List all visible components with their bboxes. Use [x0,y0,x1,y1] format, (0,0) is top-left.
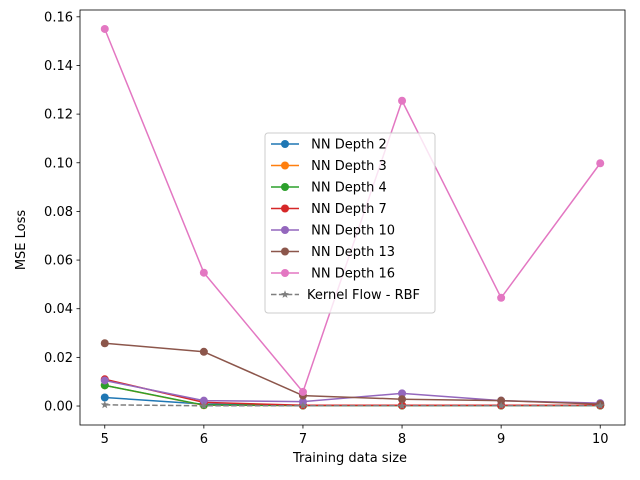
legend-box [264,132,436,314]
data-point-4-3 [398,389,407,398]
legend-marker-5 [281,247,289,256]
x-tick-label-5: 10 [592,432,609,447]
data-point-7-3 [398,401,407,410]
data-point-7-0 [100,400,109,409]
legend-marker-2 [281,183,289,191]
data-point-5-0 [100,339,109,348]
data-point-5-1 [199,347,208,356]
data-point-7-4 [497,401,506,410]
y-tick-label-4: 0.08 [44,205,73,220]
y-tick-label-0: 0.00 [44,400,73,415]
x-tick-label-0: 5 [101,432,109,447]
data-point-7-5 [596,401,605,410]
x-tick-label-1: 6 [200,432,208,447]
legend-label-3: NN Depth 7 [307,202,387,217]
x-tick-label-3: 8 [398,432,406,447]
x-tick-label-2: 7 [299,432,307,447]
series-lines [100,24,605,410]
data-point-6-0 [100,24,109,33]
y-tick-label-5: 0.10 [44,156,73,171]
y-tick-label-6: 0.12 [44,108,73,123]
y-tick-label-7: 0.14 [44,59,73,74]
x-tick-label-4: 9 [497,432,505,447]
axes: 5 6 7 8 9 10 0.00 0.02 0.04 0.06 0.08 0.10 0.12 0.14 0… [44,9,626,447]
legend-marker-0 [281,140,289,148]
legend-marker-7 [281,290,289,298]
legend-label-2: NN Depth 4 [307,181,387,196]
data-point-6-1 [199,268,208,277]
x-axis-label: Training data size [292,451,407,466]
legend-marker-6 [281,269,289,277]
legend-label-1: NN Depth 3 [307,159,387,174]
data-point-4-1 [199,396,208,405]
legend-label-6: NN Depth 16 [307,267,395,282]
legend-label-5: NN Depth 13 [307,245,395,260]
legend: NN Depth 2 NN Depth 3 NN Depth 4 NN Dept… [264,132,436,314]
series-line-7 [104,404,601,407]
data-point-6-2 [298,387,307,396]
legend-label-4: NN Depth 10 [307,224,395,239]
data-point-6-4 [497,293,506,302]
data-point-5-3 [398,395,407,404]
y-tick-label-3: 0.06 [44,254,73,269]
series-line-5 [104,342,601,405]
data-point-4-0 [100,376,109,385]
y-axis-label: MSE Loss [14,210,29,271]
legend-label-7: Kernel Flow - RBF [307,288,420,303]
data-point-7-2 [298,401,307,410]
data-point-0-0 [100,393,109,402]
legend-marker-1 [281,161,289,170]
y-tick-label-8: 0.16 [44,10,73,25]
data-point-5-4 [497,396,506,405]
data-point-7-1 [199,401,208,410]
axes-frame [79,9,626,426]
y-tick-label-1: 0.02 [44,351,73,366]
legend-label-0: NN Depth 2 [307,138,387,153]
data-point-6-5 [596,159,605,168]
y-tick-label-2: 0.04 [44,302,73,317]
legend-marker-3 [281,204,289,213]
data-point-6-3 [398,96,407,105]
legend-marker-4 [281,226,289,234]
